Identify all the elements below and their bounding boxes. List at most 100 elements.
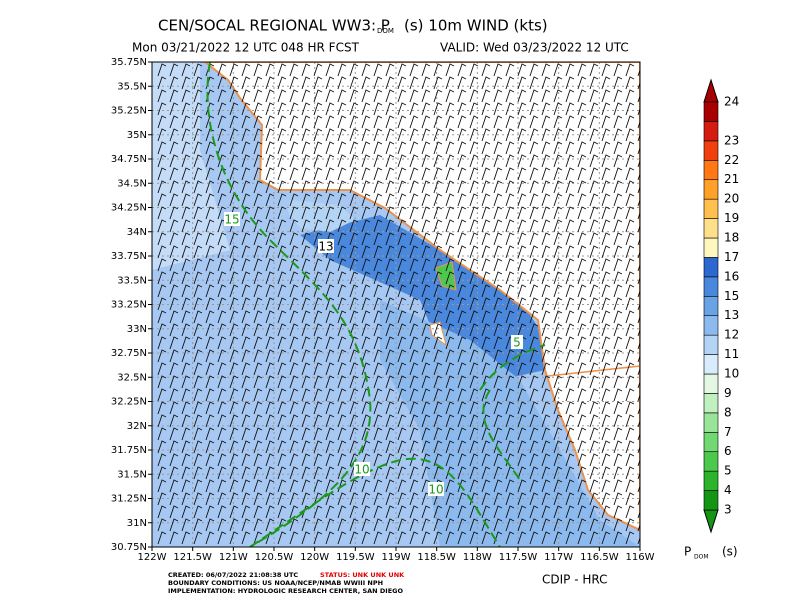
wind-barb xyxy=(217,479,227,493)
wind-barb xyxy=(265,128,275,142)
wind-barb xyxy=(169,414,179,428)
wind-barb xyxy=(301,193,311,207)
wind-barb xyxy=(349,362,359,376)
colorbar-tick-label: 11 xyxy=(724,347,739,361)
wind-barb xyxy=(253,375,263,389)
wind-barb xyxy=(505,375,515,389)
wind-barb xyxy=(337,271,347,285)
wind-barb xyxy=(349,206,359,220)
wind-barb xyxy=(229,154,239,168)
wind-barb xyxy=(385,89,395,103)
wind-barb xyxy=(577,206,587,220)
wind-barb xyxy=(481,258,491,272)
colorbar-tick-label: 24 xyxy=(724,95,739,109)
wind-barb xyxy=(445,453,455,467)
wind-barb xyxy=(241,206,251,220)
wind-barb xyxy=(301,232,311,246)
wind-barb xyxy=(601,323,611,337)
wind-barb xyxy=(433,349,443,363)
wind-barb xyxy=(217,427,227,441)
wind-barb xyxy=(289,271,299,285)
wind-barb xyxy=(241,245,251,259)
wind-barb xyxy=(577,401,587,415)
wind-barb xyxy=(589,154,599,168)
wind-barb xyxy=(469,63,479,77)
wind-barb xyxy=(589,362,599,376)
wind-barb xyxy=(637,341,640,350)
wind-barb xyxy=(577,193,587,207)
wind-barb xyxy=(565,375,575,389)
wind-barb xyxy=(409,310,419,324)
wind-barb xyxy=(337,492,347,506)
wind-barb xyxy=(493,492,503,506)
wind-barb xyxy=(601,180,611,194)
wind-barb xyxy=(421,414,431,428)
wind-barb xyxy=(217,89,227,103)
wind-barb xyxy=(397,388,407,402)
wind-barb xyxy=(169,128,179,142)
wind-barb xyxy=(289,141,299,155)
colorbar-tick-label: 17 xyxy=(724,250,739,264)
wind-barb xyxy=(637,328,640,337)
wind-barb xyxy=(349,492,359,506)
wind-barb xyxy=(181,193,191,207)
wind-barb xyxy=(505,128,515,142)
wind-barb xyxy=(157,531,167,545)
wind-barb xyxy=(601,336,611,350)
wind-barb xyxy=(481,115,491,129)
wind-barb xyxy=(373,63,383,77)
wind-barb xyxy=(601,245,611,259)
wind-barb xyxy=(505,297,515,311)
wind-barb xyxy=(277,206,287,220)
wind-barb xyxy=(397,479,407,493)
created: CREATED: 06/07/2022 21:08:38 UTC xyxy=(168,571,298,579)
wind-barb xyxy=(613,128,623,142)
wind-barb xyxy=(397,193,407,207)
wind-barb xyxy=(517,427,527,441)
wind-barb xyxy=(625,440,635,454)
wind-barb xyxy=(397,414,407,428)
wind-barb xyxy=(433,388,443,402)
wind-barb xyxy=(277,375,287,389)
wind-barb xyxy=(313,63,323,77)
wind-barb xyxy=(625,76,635,90)
wind-barb xyxy=(529,505,539,519)
wind-barb xyxy=(229,388,239,402)
wind-barb xyxy=(553,362,563,376)
wind-barb xyxy=(277,284,287,298)
wind-barb xyxy=(493,167,503,181)
wind-barb xyxy=(193,453,203,467)
wind-barb xyxy=(169,427,179,441)
wind-barb xyxy=(445,206,455,220)
wind-barb xyxy=(493,453,503,467)
wind-barb xyxy=(253,284,263,298)
wind-barb xyxy=(457,284,467,298)
wind-barb xyxy=(265,310,275,324)
wind-barb xyxy=(373,375,383,389)
wind-barb xyxy=(241,232,251,246)
wind-barb xyxy=(361,128,371,142)
wind-barb xyxy=(625,115,635,129)
wind-barb xyxy=(373,206,383,220)
wind-barb xyxy=(565,154,575,168)
wind-barb xyxy=(277,362,287,376)
wind-barb xyxy=(325,271,335,285)
wind-barb xyxy=(289,245,299,259)
wind-barb xyxy=(289,284,299,298)
wind-barb xyxy=(541,440,551,454)
wind-barb xyxy=(397,401,407,415)
wind-barb xyxy=(457,323,467,337)
wind-barb xyxy=(637,237,640,246)
wind-barb xyxy=(469,453,479,467)
wind-barb xyxy=(325,401,335,415)
wind-barb xyxy=(361,63,371,77)
wind-barb xyxy=(409,336,419,350)
wind-barb xyxy=(397,310,407,324)
wind-barb xyxy=(157,89,167,103)
wind-barb xyxy=(577,336,587,350)
wind-barb xyxy=(613,206,623,220)
wind-barb xyxy=(601,388,611,402)
wind-barb xyxy=(529,479,539,493)
wind-barb xyxy=(481,466,491,480)
wind-barb xyxy=(493,427,503,441)
